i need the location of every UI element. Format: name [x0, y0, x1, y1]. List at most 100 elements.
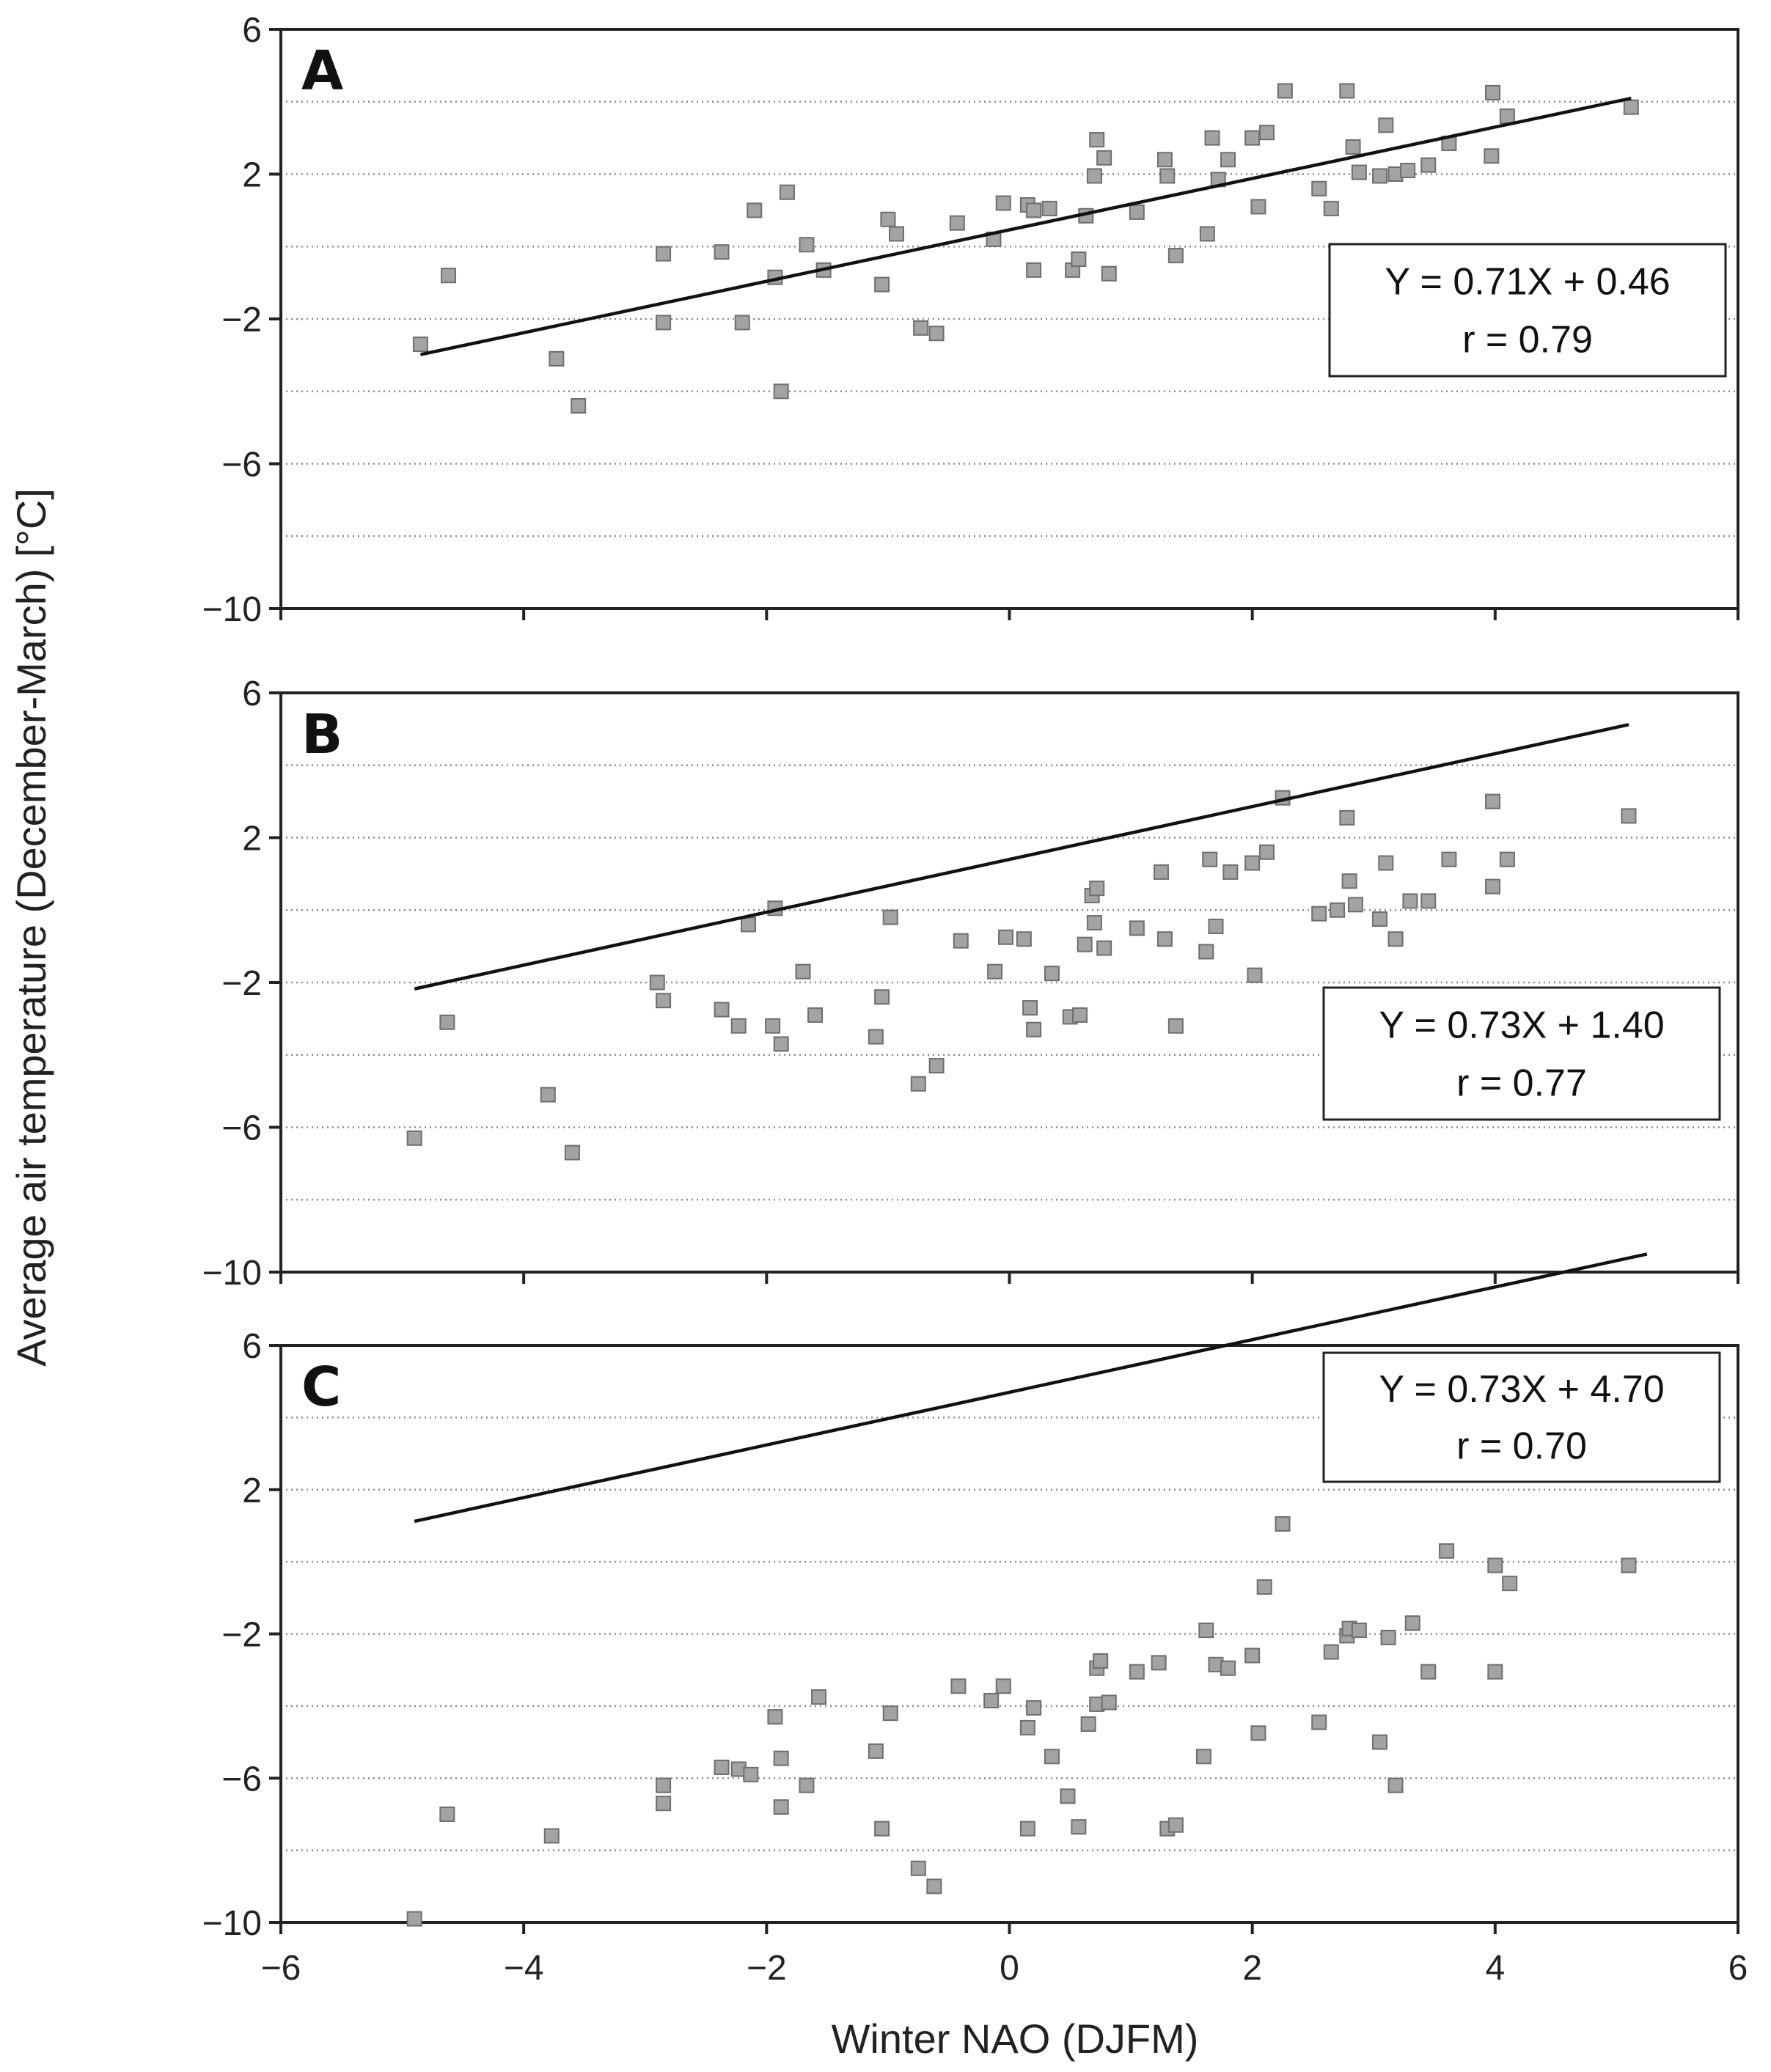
equation-box: [1322, 1351, 1721, 1483]
data-point: [1089, 881, 1105, 897]
data-point: [1019, 1719, 1035, 1735]
y-tick-label: 2: [242, 156, 262, 195]
data-point: [874, 1821, 890, 1837]
data-point: [1420, 157, 1437, 173]
data-point: [1096, 150, 1112, 166]
data-point: [983, 1692, 1000, 1708]
data-point: [874, 276, 890, 293]
data-point: [950, 1678, 967, 1694]
data-point: [656, 1796, 672, 1812]
data-point: [773, 383, 789, 400]
data-point: [1420, 1664, 1437, 1680]
data-point: [1311, 905, 1327, 922]
data-point: [1250, 1725, 1266, 1741]
data-point: [714, 1759, 730, 1775]
data-point: [1220, 1660, 1236, 1676]
x-tick-label: −6: [261, 1949, 301, 1988]
data-point: [953, 933, 969, 949]
x-tick-label: 6: [1728, 1949, 1748, 1988]
x-tick-label: −4: [504, 1949, 544, 1988]
regression-equation: Y = 0.73X + 1.40: [1379, 1004, 1664, 1046]
data-point: [773, 1799, 789, 1815]
y-tick-label: −2: [221, 964, 262, 1003]
data-point: [799, 1777, 815, 1793]
panels-group: 6 2 −2 −6 −10 A Y = 0.71X + 0.46 r = 0.79 6 2 −2 −6…: [202, 11, 1748, 1988]
data-point: [1026, 1700, 1042, 1716]
data-point: [1487, 1557, 1503, 1573]
data-point: [1198, 1623, 1214, 1639]
data-point: [1623, 99, 1639, 115]
data-point: [1096, 940, 1112, 956]
data-point: [1071, 1819, 1087, 1835]
data-point: [1347, 897, 1363, 913]
y-tick-label: −6: [221, 446, 262, 485]
data-point: [747, 202, 763, 218]
data-point: [1485, 878, 1501, 894]
regression-line: [414, 723, 1629, 991]
data-point: [1311, 180, 1327, 196]
data-point: [1026, 202, 1042, 218]
data-point: [649, 974, 665, 991]
data-point: [1167, 248, 1184, 264]
data-point: [1060, 1788, 1076, 1804]
data-point: [1259, 844, 1275, 860]
equation-box: [1322, 986, 1721, 1121]
data-point: [795, 963, 811, 980]
data-point: [1247, 967, 1263, 983]
panel-letter: B: [301, 703, 342, 766]
data-point: [1378, 855, 1394, 871]
data-point: [714, 244, 730, 260]
data-point: [656, 1777, 672, 1793]
y-tick-label: −6: [221, 1760, 262, 1799]
y-tick-label: −10: [202, 1904, 262, 1943]
data-point: [406, 1911, 422, 1927]
data-point: [1341, 873, 1357, 889]
data-point: [1387, 931, 1404, 947]
data-point: [1439, 1543, 1455, 1559]
data-point: [1485, 793, 1501, 809]
data-point: [1156, 152, 1173, 168]
data-point: [1311, 1714, 1327, 1730]
y-tick-label: 6: [242, 11, 262, 50]
data-point: [656, 246, 672, 262]
data-point: [1101, 265, 1117, 282]
data-point: [928, 326, 945, 342]
data-point: [1378, 117, 1394, 133]
data-point: [949, 215, 965, 231]
data-point: [1129, 1664, 1145, 1680]
data-point: [882, 909, 898, 925]
regression-equation: Y = 0.71X + 0.46: [1385, 260, 1670, 303]
data-point: [1277, 83, 1293, 99]
equation-box: [1328, 243, 1727, 378]
panel-a: 6 2 −2 −6 −10 A Y = 0.71X + 0.46 r = 0.79: [202, 11, 1739, 629]
data-point: [773, 1036, 789, 1052]
data-point: [1044, 1749, 1060, 1765]
y-tick-label: −2: [221, 1616, 262, 1655]
data-point: [734, 315, 750, 331]
data-point: [406, 1130, 422, 1146]
data-point: [880, 211, 896, 227]
data-point: [1167, 1018, 1184, 1034]
data-point: [1026, 262, 1042, 278]
data-point: [1202, 851, 1218, 867]
data-point: [987, 963, 1003, 980]
data-point: [1156, 931, 1173, 947]
data-point: [1151, 1655, 1167, 1671]
data-point: [1086, 915, 1102, 931]
data-point: [1404, 1615, 1420, 1631]
data-point: [811, 1689, 827, 1705]
data-point: [1208, 918, 1224, 934]
data-point: [910, 1860, 926, 1876]
data-point: [1044, 966, 1060, 982]
data-point: [1484, 148, 1500, 164]
data-point: [882, 1705, 898, 1722]
y-tick-label: 2: [242, 820, 262, 859]
data-point: [1351, 164, 1367, 180]
data-point: [730, 1018, 747, 1034]
data-point: [1089, 132, 1105, 148]
data-point: [543, 1828, 560, 1844]
data-point: [1499, 851, 1515, 867]
data-point: [656, 315, 672, 331]
data-point: [1041, 200, 1057, 216]
